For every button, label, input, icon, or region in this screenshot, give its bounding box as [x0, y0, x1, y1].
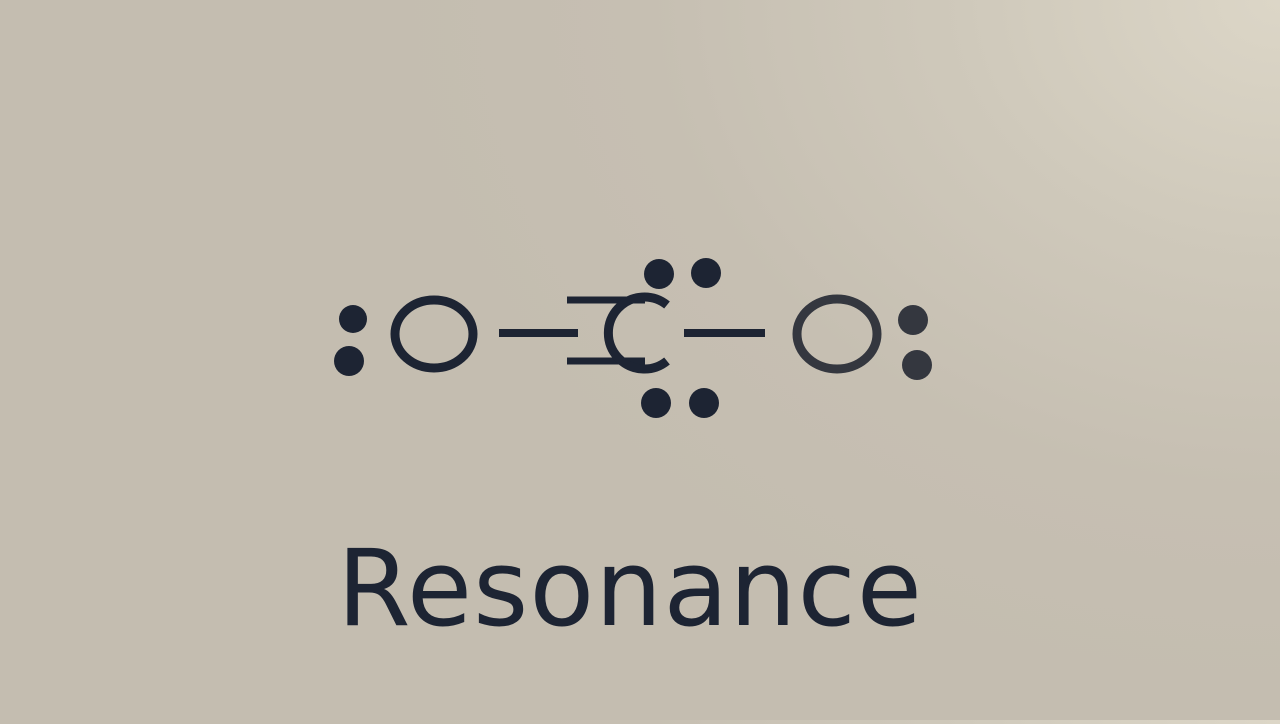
- lone-pair-electron: [339, 305, 367, 333]
- atom-carbon: [603, 292, 670, 374]
- atom-left-oxygen: [390, 295, 478, 373]
- lone-pair-electron: [641, 388, 671, 418]
- lone-pair-electron: [689, 388, 719, 418]
- lone-pair-electron: [334, 346, 364, 376]
- lone-pair-electron: [691, 258, 721, 288]
- slide-title: Resonance: [337, 527, 923, 650]
- lone-pair-electron: [644, 259, 674, 289]
- atom-right-oxygen: [792, 294, 882, 374]
- lone-pair-electron: [902, 350, 932, 380]
- lone-pair-electron: [898, 305, 928, 335]
